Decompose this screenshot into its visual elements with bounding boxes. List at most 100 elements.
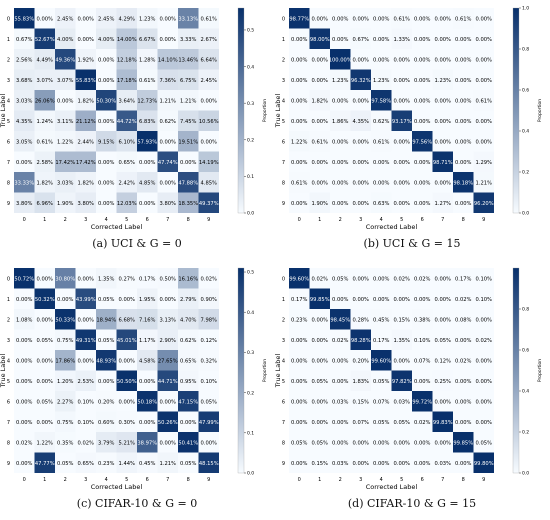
heatmap-cell xyxy=(473,288,494,309)
cell-value-label: 0.00% xyxy=(332,37,349,43)
heatmap-cell xyxy=(309,452,330,473)
cell-value-label: 0.75% xyxy=(57,338,74,344)
x-tick-label: 9 xyxy=(482,477,485,483)
heatmap-cell xyxy=(473,452,494,473)
cell-value-label: 47.74% xyxy=(158,160,178,166)
x-tick-label: 6 xyxy=(421,477,424,483)
cell-value-label: 3.80% xyxy=(16,201,33,207)
x-tick-label: 6 xyxy=(146,217,149,223)
heatmap-cell xyxy=(14,391,35,412)
heatmap-cell xyxy=(473,172,494,193)
heatmap-cell xyxy=(432,432,453,453)
cell-value-label: 0.10% xyxy=(78,420,95,426)
heatmap-cell xyxy=(391,370,412,391)
cell-value-label: 0.00% xyxy=(139,420,156,426)
x-axis-label: Corrected Label xyxy=(91,483,143,491)
cell-value-label: 0.00% xyxy=(373,160,390,166)
heatmap-cell xyxy=(34,151,55,172)
cell-value-label: 0.02% xyxy=(455,358,472,364)
heatmap-cell xyxy=(391,172,412,193)
heatmap-cell xyxy=(453,49,474,70)
cell-value-label: 97.56% xyxy=(412,139,432,145)
cell-value-label: 0.00% xyxy=(373,276,390,282)
heatmap-cell xyxy=(96,131,117,152)
y-tick-label: 7 xyxy=(282,420,285,426)
y-tick-label: 3 xyxy=(282,78,285,84)
heatmap-cell xyxy=(453,309,474,330)
cell-value-label: 3.11% xyxy=(57,119,74,125)
cell-value-label: 0.00% xyxy=(373,37,390,43)
heatmap-cell xyxy=(55,110,76,131)
cell-value-label: 0.00% xyxy=(455,37,472,43)
heatmap-cell xyxy=(198,309,219,330)
cell-value-label: 3.79% xyxy=(98,440,115,446)
cell-value-label: 0.00% xyxy=(373,440,390,446)
heatmap-cell xyxy=(453,288,474,309)
heatmap-cell xyxy=(473,268,494,289)
heatmap-cell xyxy=(178,69,199,90)
cell-value-label: 0.67% xyxy=(353,37,370,43)
heatmap-cell xyxy=(289,8,310,29)
heatmap-cell xyxy=(371,28,392,49)
colorbar-tick-label: 0.4 xyxy=(247,310,254,316)
heatmap-cell xyxy=(198,69,219,90)
heatmap-cell xyxy=(412,432,433,453)
cell-value-label: 0.00% xyxy=(119,399,136,405)
cell-value-label: 0.00% xyxy=(16,358,33,364)
cell-value-label: 0.00% xyxy=(353,461,370,467)
cell-value-label: 0.00% xyxy=(435,317,452,323)
heatmap-cell xyxy=(289,391,310,412)
cell-value-label: 1.27% xyxy=(435,201,452,207)
cell-value-label: 0.00% xyxy=(98,201,115,207)
cell-value-label: 100.00% xyxy=(329,57,352,63)
y-tick-label: 2 xyxy=(7,317,10,323)
heatmap-cell xyxy=(55,411,76,432)
heatmap-cell xyxy=(289,309,310,330)
cell-value-label: 0.05% xyxy=(201,399,218,405)
y-tick-label: 0 xyxy=(7,276,10,282)
cell-value-label: 33.33% xyxy=(14,180,34,186)
cell-value-label: 2.53% xyxy=(78,379,95,385)
cell-value-label: 4.70% xyxy=(180,317,197,323)
heatmap-cell xyxy=(412,329,433,350)
heatmap-cell xyxy=(55,370,76,391)
y-axis-label: True Label xyxy=(0,94,7,129)
heatmap-cell xyxy=(350,151,371,172)
caption-a: (a) UCI & G = 0 xyxy=(92,237,182,250)
heatmap-cell xyxy=(198,411,219,432)
heatmap-cell xyxy=(75,192,96,213)
heatmap-cell xyxy=(96,391,117,412)
cell-value-label: 0.00% xyxy=(291,37,308,43)
y-tick-label: 8 xyxy=(7,440,10,446)
heatmap-cell xyxy=(157,131,178,152)
y-tick-label: 8 xyxy=(282,180,285,186)
x-tick-label: 3 xyxy=(359,477,362,483)
heatmap-cell xyxy=(391,432,412,453)
heatmap-cell xyxy=(412,151,433,172)
x-tick-label: 3 xyxy=(84,477,87,483)
heatmap-cell xyxy=(412,309,433,330)
cell-value-label: 0.00% xyxy=(414,297,431,303)
heatmap-cell xyxy=(116,432,137,453)
heatmap-cell xyxy=(137,268,158,289)
heatmap-cell xyxy=(412,28,433,49)
cell-value-label: 0.00% xyxy=(353,276,370,282)
cell-value-label: 12.03% xyxy=(117,201,137,207)
heatmap-cell xyxy=(473,110,494,131)
cell-value-label: 0.00% xyxy=(476,420,493,426)
cell-value-label: 0.00% xyxy=(312,420,329,426)
heatmap-cell xyxy=(14,268,35,289)
x-tick-label: 5 xyxy=(400,477,403,483)
cell-value-label: 0.00% xyxy=(332,297,349,303)
cell-value-label: 55.83% xyxy=(76,78,96,84)
colorbar-label: Proportion xyxy=(537,359,543,382)
cell-value-label: 0.03% xyxy=(332,461,349,467)
colorbar-tick-label: 0.4 xyxy=(247,64,254,70)
cell-value-label: 0.75% xyxy=(57,420,74,426)
cell-value-label: 1.21% xyxy=(476,180,493,186)
heatmap-cell xyxy=(371,370,392,391)
cell-value-label: 0.00% xyxy=(180,420,197,426)
heatmap-cell xyxy=(432,151,453,172)
cell-value-label: 1.82% xyxy=(312,98,329,104)
